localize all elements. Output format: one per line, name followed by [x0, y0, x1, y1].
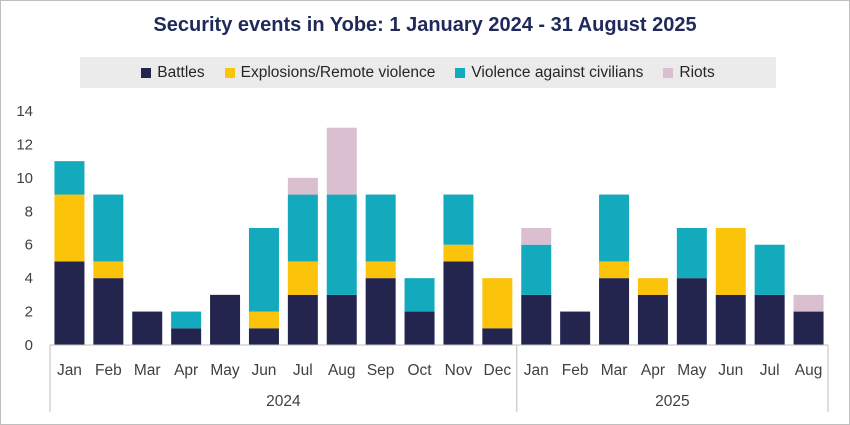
group-label: 2025: [655, 393, 689, 410]
bar-segment-battles: [365, 278, 396, 345]
y-tick-label: 0: [25, 337, 33, 354]
legend-item-explosions: Explosions/Remote violence: [224, 63, 436, 82]
x-tick-label: May: [677, 362, 707, 379]
x-tick-label: Jun: [718, 362, 743, 379]
x-tick-label: Jul: [293, 362, 313, 379]
bar-segment-explosions-remote-violence: [443, 244, 474, 262]
bar-segment-riots: [326, 127, 357, 195]
x-tick-label: Aug: [328, 362, 356, 379]
x-tick-label: Feb: [95, 362, 122, 379]
bar-segment-battles: [248, 328, 279, 345]
bar-segment-violence-against-civilians: [287, 194, 318, 262]
x-tick-label: Apr: [641, 362, 665, 379]
x-tick-label: Mar: [601, 362, 628, 379]
bar-segment-battles: [715, 294, 746, 345]
bar-segment-riots: [521, 228, 552, 245]
legend-swatch-violence-against-civilians: [455, 67, 466, 78]
x-tick-label: Aug: [795, 362, 823, 379]
x-tick-label: Jan: [524, 362, 549, 379]
bar-segment-battles: [482, 328, 513, 345]
bar-segment-violence-against-civilians: [365, 194, 396, 262]
bar-segment-battles: [54, 261, 85, 345]
bar-segment-battles: [599, 278, 630, 345]
legend-label-riots: Riots: [679, 63, 715, 81]
x-tick-label: Sep: [367, 362, 395, 379]
bar-segment-battles: [443, 261, 474, 345]
legend-item-battles: Battles: [141, 63, 205, 82]
legend-item-violence-against-civilians: Violence against civilians: [455, 64, 643, 82]
y-tick-label: 10: [16, 170, 33, 187]
y-tick-label: 2: [25, 304, 33, 321]
x-tick-label: Jul: [760, 362, 780, 379]
y-tick-label: 6: [25, 237, 33, 254]
bar-segment-explosions-remote-violence: [482, 278, 513, 329]
bar-segment-riots: [793, 294, 824, 312]
bar-segment-battles: [521, 294, 552, 345]
bar-segment-battles: [287, 294, 318, 345]
x-tick-label: Apr: [174, 362, 198, 379]
bar-segment-explosions-remote-violence: [365, 261, 396, 279]
bar-segment-battles: [560, 311, 591, 345]
bar-segment-violence-against-civilians: [404, 278, 435, 312]
bar-segment-violence-against-civilians: [599, 194, 630, 262]
bar-segment-explosions-remote-violence: [93, 261, 124, 279]
bar-segment-battles: [93, 278, 124, 345]
x-tick-label: Feb: [562, 362, 589, 379]
group-label: 2024: [266, 393, 301, 410]
bar-segment-violence-against-civilians: [171, 311, 202, 329]
bar-segment-riots: [287, 177, 318, 195]
x-tick-label: May: [210, 362, 240, 379]
x-tick-label: Jun: [251, 362, 276, 379]
bar-segment-violence-against-civilians: [521, 244, 552, 295]
legend-swatch-explosions: [224, 67, 235, 78]
bar-segment-battles: [210, 294, 241, 345]
x-tick-label: Mar: [134, 362, 161, 379]
legend-item-riots: Riots: [663, 63, 715, 82]
legend: Battles Explosions/Remote violence Viole…: [80, 57, 776, 88]
bar-segment-explosions-remote-violence: [248, 311, 279, 329]
bar-segment-explosions-remote-violence: [54, 194, 85, 262]
chart-title: Security events in Yobe: 1 January 2024 …: [153, 14, 697, 36]
bar-segment-battles: [326, 294, 357, 345]
bar-segment-battles: [676, 278, 707, 345]
bar-segment-violence-against-civilians: [54, 161, 85, 195]
legend-label-violence-against-civilians: Violence against civilians: [471, 63, 644, 81]
bar-segment-explosions-remote-violence: [637, 278, 668, 295]
bar-segment-violence-against-civilians: [248, 228, 279, 312]
bar-segment-violence-against-civilians: [443, 194, 474, 245]
x-tick-label: Oct: [407, 362, 432, 379]
bar-segment-battles: [793, 311, 824, 345]
y-tick-label: 8: [25, 203, 33, 220]
x-tick-label: Nov: [445, 362, 473, 379]
bar-segment-explosions-remote-violence: [599, 261, 630, 279]
bar-segment-battles: [404, 311, 435, 345]
legend-swatch-battles: [141, 67, 152, 78]
y-tick-label: 12: [16, 136, 33, 153]
x-tick-label: Jan: [57, 362, 82, 379]
legend-label-explosions: Explosions/Remote violence: [240, 63, 436, 81]
bar-segment-violence-against-civilians: [754, 244, 785, 295]
x-tick-label: Dec: [484, 362, 512, 379]
bar-segment-violence-against-civilians: [676, 228, 707, 279]
bar-segment-violence-against-civilians: [326, 194, 357, 295]
y-tick-label: 14: [16, 103, 33, 120]
bar-segment-violence-against-civilians: [93, 194, 124, 262]
bar-segment-battles: [171, 328, 202, 345]
y-tick-label: 4: [25, 270, 33, 287]
bar-segment-battles: [754, 294, 785, 345]
legend-label-battles: Battles: [157, 63, 205, 81]
bar-segment-explosions-remote-violence: [715, 228, 746, 295]
legend-swatch-riots: [663, 67, 674, 78]
bar-segment-explosions-remote-violence: [287, 261, 318, 295]
bar-segment-battles: [132, 311, 163, 345]
bar-segment-battles: [637, 294, 668, 345]
